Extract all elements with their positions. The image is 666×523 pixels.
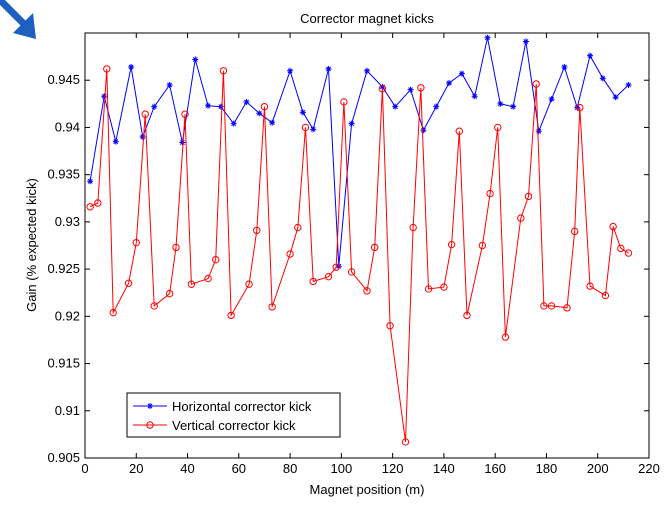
data-point bbox=[523, 39, 529, 45]
data-point bbox=[536, 128, 542, 134]
data-point bbox=[167, 82, 173, 88]
data-point bbox=[192, 56, 198, 62]
series-vertical bbox=[87, 66, 632, 445]
legend: Horizontal corrector kick Vertical corre… bbox=[127, 393, 340, 437]
y-tick-label: 0.915 bbox=[47, 356, 80, 371]
data-point bbox=[205, 103, 211, 109]
data-point bbox=[484, 35, 490, 41]
data-point bbox=[613, 94, 619, 100]
data-point bbox=[128, 64, 134, 70]
x-tick-label: 200 bbox=[587, 461, 609, 476]
x-axis-label: Magnet position (m) bbox=[310, 482, 425, 497]
y-tick-label: 0.935 bbox=[47, 167, 80, 182]
x-tick-label: 140 bbox=[433, 461, 455, 476]
x-tick-label: 120 bbox=[382, 461, 404, 476]
data-point bbox=[625, 82, 631, 88]
series-layer bbox=[87, 35, 632, 445]
data-point bbox=[349, 121, 355, 127]
data-point bbox=[510, 104, 516, 110]
data-point bbox=[300, 109, 306, 115]
data-point bbox=[87, 178, 93, 184]
data-point bbox=[549, 96, 555, 102]
legend-label-vertical: Vertical corrector kick bbox=[172, 418, 296, 433]
data-point bbox=[287, 68, 293, 74]
y-axis-label: Gain (% expected kick) bbox=[24, 178, 39, 312]
data-point bbox=[179, 140, 185, 146]
x-tick-label: 80 bbox=[283, 461, 297, 476]
data-point bbox=[310, 126, 316, 132]
legend-label-horizontal: Horizontal corrector kick bbox=[172, 399, 312, 414]
legend-star-marker bbox=[147, 403, 153, 409]
chart-title: Corrector magnet kicks bbox=[300, 11, 434, 26]
data-point bbox=[101, 93, 107, 99]
x-tick-label: 0 bbox=[81, 461, 88, 476]
data-point bbox=[497, 101, 503, 107]
data-point bbox=[587, 53, 593, 59]
y-tick-label: 0.93 bbox=[55, 214, 80, 229]
x-tick-label: 20 bbox=[129, 461, 143, 476]
y-tick-label: 0.91 bbox=[55, 403, 80, 418]
y-tick-label: 0.905 bbox=[47, 450, 80, 465]
data-point bbox=[140, 134, 146, 140]
data-point bbox=[420, 127, 426, 133]
series-line bbox=[90, 38, 628, 267]
data-point bbox=[364, 68, 370, 74]
legend-marker-horizontal bbox=[147, 403, 153, 409]
x-tick-label: 160 bbox=[484, 461, 506, 476]
y-tick-label: 0.925 bbox=[47, 261, 80, 276]
series-horizontal bbox=[87, 35, 631, 270]
data-point bbox=[433, 104, 439, 110]
data-point bbox=[600, 75, 606, 81]
data-point bbox=[326, 66, 332, 72]
y-tick-label: 0.945 bbox=[47, 72, 80, 87]
data-point bbox=[218, 104, 224, 110]
data-point bbox=[472, 93, 478, 99]
data-point bbox=[269, 120, 275, 126]
x-tick-label: 180 bbox=[536, 461, 558, 476]
data-point bbox=[256, 110, 262, 116]
y-tick-label: 0.92 bbox=[55, 308, 80, 323]
data-point bbox=[561, 64, 567, 70]
series-line bbox=[90, 69, 628, 442]
x-tick-label: 60 bbox=[232, 461, 246, 476]
y-tick-label: 0.94 bbox=[55, 119, 80, 134]
x-tick-label: 100 bbox=[331, 461, 353, 476]
arrow-down-right-icon bbox=[2, 2, 36, 39]
data-point bbox=[113, 139, 119, 145]
x-tick-label: 220 bbox=[638, 461, 660, 476]
data-point bbox=[459, 71, 465, 77]
data-point bbox=[408, 87, 414, 93]
x-tick-label: 40 bbox=[180, 461, 194, 476]
